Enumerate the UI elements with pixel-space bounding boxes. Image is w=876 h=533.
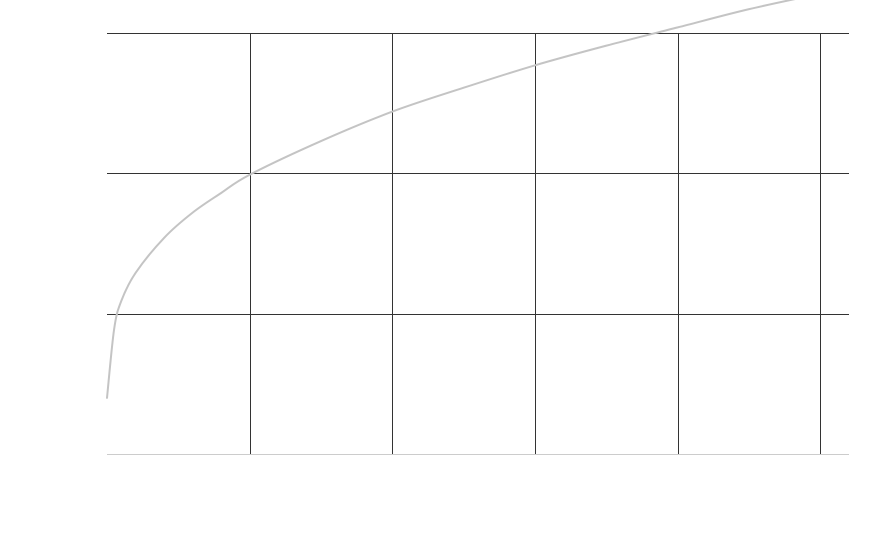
series-layer [106, 0, 796, 399]
series-line-0 [106, 0, 796, 399]
grid [107, 33, 849, 455]
